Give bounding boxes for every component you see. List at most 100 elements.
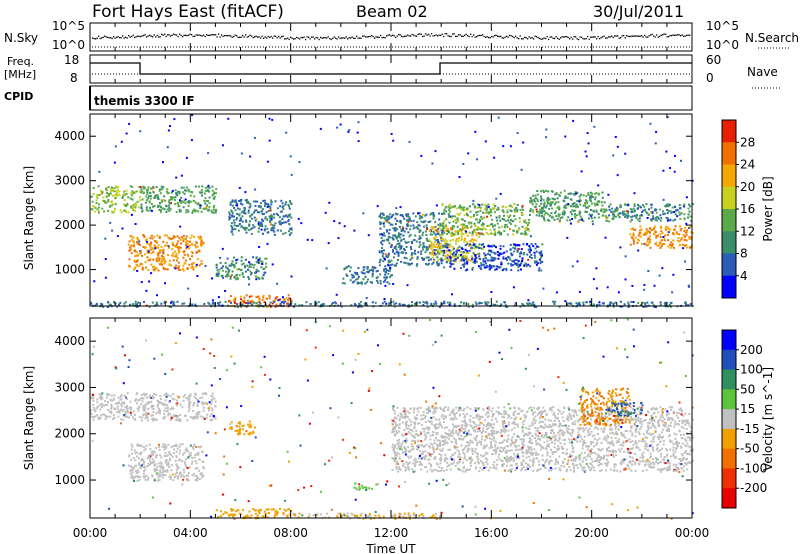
data-cell: [449, 265, 452, 268]
nsky-point: [407, 34, 409, 36]
nsky-point: [291, 37, 293, 39]
data-cell: [387, 255, 390, 258]
data-cell: [601, 204, 604, 207]
data-cell: [110, 412, 113, 415]
nsky-point: [282, 35, 284, 37]
data-cell: [476, 253, 479, 255]
data-cell: [453, 259, 456, 262]
data-cell: [204, 208, 207, 210]
data-cell: [196, 479, 199, 482]
data-cell: [286, 515, 289, 518]
data-cell: [626, 210, 629, 213]
data-cell: [281, 202, 284, 205]
data-cell: [286, 302, 289, 305]
data-cell: [512, 229, 515, 232]
data-cell: [141, 416, 144, 419]
data-cell: [113, 194, 116, 197]
noise-cell: [632, 301, 635, 303]
nsky-point: [675, 34, 677, 36]
data-cell: [539, 208, 542, 211]
data-cell: [649, 456, 651, 459]
data-cell: [252, 224, 255, 227]
data-cell: [211, 392, 214, 395]
data-cell: [192, 417, 195, 420]
nsky-point: [114, 37, 116, 39]
data-cell: [412, 224, 415, 227]
nsky-point: [288, 38, 290, 40]
data-cell: [655, 211, 658, 214]
data-cell: [543, 210, 546, 213]
data-cell: [491, 218, 494, 221]
data-cell: [619, 212, 622, 215]
data-cell: [185, 235, 188, 238]
data-cell: [680, 227, 683, 230]
nsky-point: [297, 37, 299, 39]
noise-cell: [179, 225, 182, 228]
data-cell: [156, 234, 159, 237]
data-cell: [238, 208, 241, 211]
data-cell: [459, 228, 462, 231]
data-cell: [182, 234, 185, 237]
data-cell: [610, 207, 613, 210]
data-cell: [679, 229, 682, 232]
data-cell: [493, 265, 496, 268]
data-cell: [107, 209, 109, 212]
data-cell: [176, 235, 179, 238]
data-cell: [230, 421, 233, 424]
data-cell: [550, 203, 553, 206]
data-cell: [193, 444, 196, 447]
data-cell: [533, 198, 536, 201]
data-cell: [553, 218, 556, 221]
nsky-point: [534, 35, 536, 37]
nsky-point: [225, 34, 227, 37]
data-cell: [261, 213, 264, 216]
data-cell: [349, 270, 352, 273]
data-cell: [101, 403, 104, 406]
data-cell: [147, 419, 149, 422]
nsky-point: [149, 34, 151, 37]
data-cell: [230, 224, 233, 227]
data-cell: [417, 251, 420, 254]
data-cell: [97, 206, 100, 209]
data-cell: [253, 264, 256, 266]
data-cell: [288, 303, 291, 306]
data-cell: [508, 256, 511, 259]
data-cell: [157, 198, 160, 200]
data-cell: [230, 230, 233, 233]
nsky-point: [158, 36, 160, 38]
data-cell: [200, 244, 203, 247]
nsky-point: [231, 36, 233, 38]
data-cell: [567, 204, 570, 207]
data-cell: [153, 418, 156, 421]
data-cell: [502, 257, 505, 260]
data-cell: [163, 446, 166, 448]
data-cell: [644, 208, 646, 211]
data-cell: [158, 259, 161, 262]
data-cell: [413, 514, 416, 517]
data-cell: [210, 209, 213, 212]
data-cell: [229, 203, 232, 206]
data-cell: [617, 213, 620, 216]
nsky-point: [161, 33, 163, 35]
data-cell: [170, 198, 173, 200]
data-cell: [614, 301, 617, 304]
nsky-point: [99, 37, 101, 40]
noise-cell: [685, 196, 688, 199]
data-cell: [203, 406, 205, 409]
data-cell: [273, 216, 276, 219]
data-cell: [407, 220, 410, 223]
data-cell: [455, 250, 458, 253]
data-cell: [426, 263, 429, 266]
data-cell: [512, 220, 515, 223]
noise-cell: [578, 200, 581, 203]
noise-cell: [148, 280, 151, 283]
data-cell: [669, 243, 671, 246]
data-cell: [216, 269, 219, 272]
data-cell: [170, 238, 173, 241]
data-cell: [498, 226, 501, 229]
data-cell: [593, 202, 596, 205]
nsky-point: [602, 36, 604, 38]
data-cell: [371, 272, 374, 275]
data-cell: [211, 189, 214, 192]
data-cell: [460, 267, 462, 270]
